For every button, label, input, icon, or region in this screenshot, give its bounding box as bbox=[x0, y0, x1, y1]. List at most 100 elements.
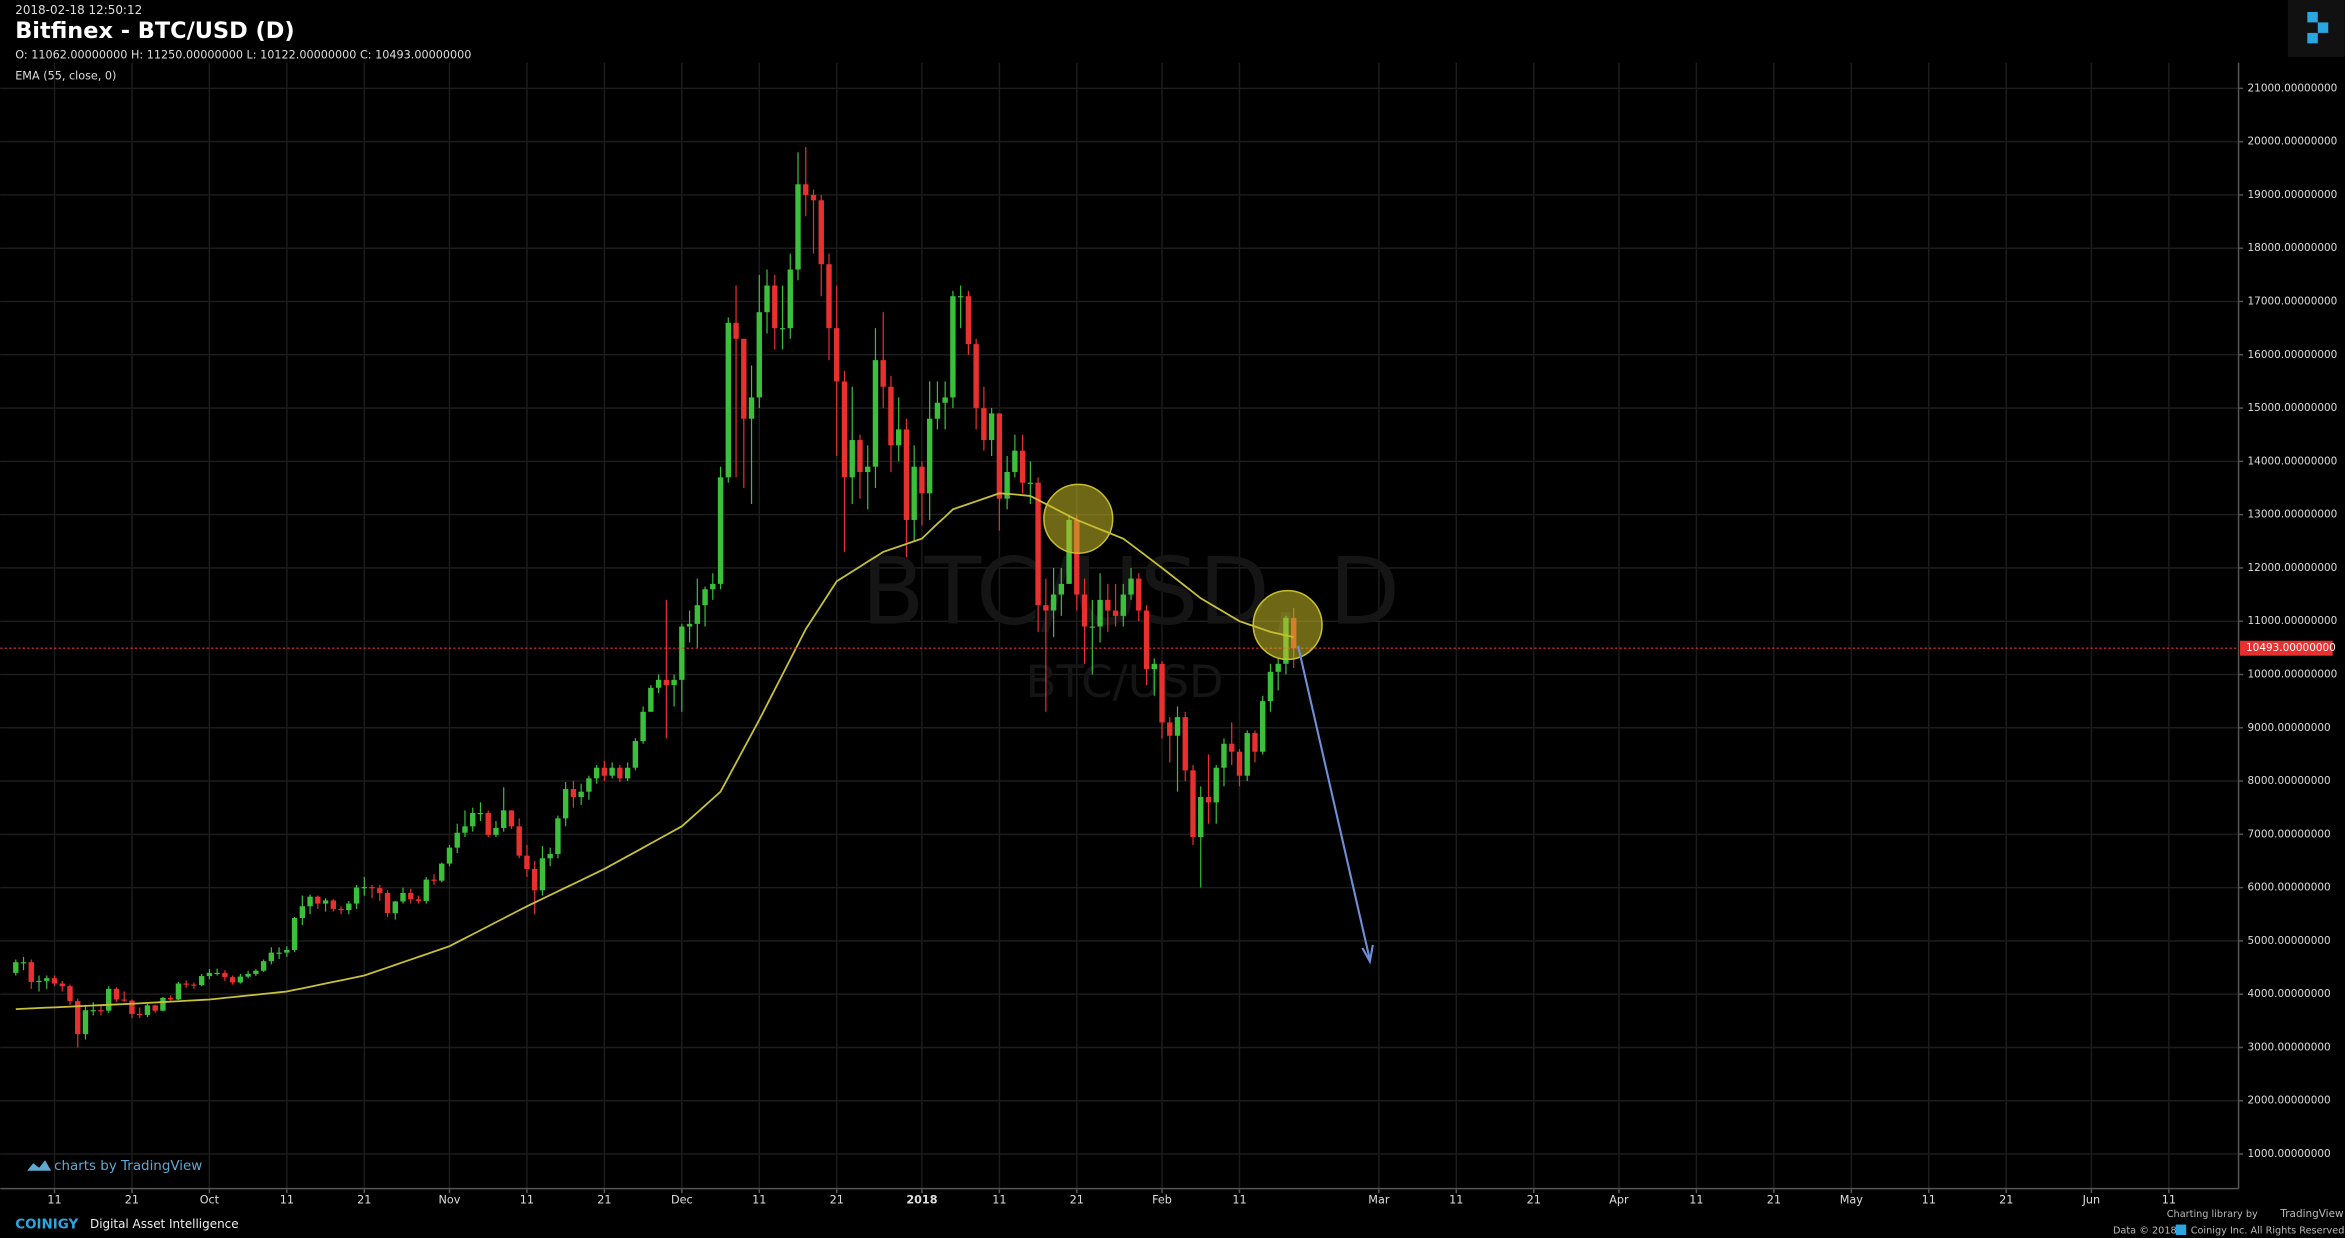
candle-body bbox=[865, 466, 871, 473]
candle-body bbox=[1159, 663, 1165, 723]
y-tick-label: 5000.00000000 bbox=[2248, 935, 2331, 947]
candle-body bbox=[90, 1010, 96, 1012]
candle-body bbox=[245, 973, 251, 977]
candle-body bbox=[578, 791, 584, 798]
x-tick-label: Oct bbox=[200, 1194, 220, 1207]
candle-body bbox=[725, 322, 731, 478]
candle-body bbox=[508, 810, 515, 827]
candle-body bbox=[717, 477, 724, 584]
x-tick-label: 21 bbox=[357, 1194, 371, 1207]
y-tick-label: 15000.00000000 bbox=[2248, 402, 2338, 414]
candle-body bbox=[59, 983, 65, 987]
candle-body bbox=[75, 1001, 81, 1035]
candle-body bbox=[229, 977, 236, 983]
candle-body bbox=[934, 402, 941, 419]
logo-bg bbox=[2287, 0, 2345, 57]
arrow-head bbox=[1361, 944, 1374, 965]
candle-body bbox=[1105, 599, 1111, 611]
candle-body bbox=[1252, 733, 1258, 752]
candle-body bbox=[872, 360, 879, 467]
x-tick-label: 21 bbox=[597, 1194, 611, 1207]
library-name[interactable]: TradingView bbox=[2279, 1208, 2344, 1220]
candle-body bbox=[28, 962, 34, 982]
x-tick-label: 2018 bbox=[906, 1194, 937, 1207]
candle-body bbox=[268, 952, 275, 962]
candle-body bbox=[950, 296, 956, 398]
y-tick-label: 21000.00000000 bbox=[2248, 82, 2338, 94]
ohlc-value: 11062.00000000 bbox=[31, 48, 127, 61]
y-tick-label: 14000.00000000 bbox=[2248, 455, 2338, 467]
y-tick-label: 12000.00000000 bbox=[2248, 562, 2338, 574]
arrow-line bbox=[1297, 645, 1371, 961]
candle-body bbox=[539, 858, 546, 891]
candle-body bbox=[1275, 663, 1281, 672]
candle-body bbox=[624, 767, 631, 779]
candle-body bbox=[470, 813, 476, 827]
candle-body bbox=[562, 789, 569, 819]
candle-body bbox=[400, 892, 406, 902]
candle-body bbox=[485, 813, 491, 835]
candle-body bbox=[1205, 797, 1212, 803]
candle-body bbox=[849, 440, 855, 478]
charts-by[interactable]: charts by TradingView bbox=[54, 1159, 202, 1174]
data-copyright: Data © 2018 bbox=[2113, 1226, 2177, 1237]
candle-body bbox=[1120, 594, 1126, 616]
charting-library: Charting library by bbox=[2167, 1209, 2258, 1220]
candle-body bbox=[1081, 594, 1088, 627]
candle-body bbox=[67, 986, 73, 1002]
candle-body bbox=[1229, 743, 1235, 752]
candle-body bbox=[903, 429, 910, 520]
highlight-circle bbox=[1252, 589, 1323, 661]
candle-body bbox=[1151, 663, 1157, 670]
candle-body bbox=[586, 778, 592, 792]
candle-body bbox=[694, 605, 701, 624]
plot bbox=[0, 146, 2239, 1048]
candle-body bbox=[501, 810, 507, 828]
y-tick-label: 8000.00000000 bbox=[2248, 775, 2331, 787]
candle-body bbox=[1004, 472, 1010, 499]
candle-body bbox=[996, 413, 1003, 499]
logo-block bbox=[2307, 32, 2318, 44]
candle-body bbox=[175, 983, 182, 1000]
candle-body bbox=[369, 887, 375, 889]
candle-body bbox=[191, 984, 197, 986]
candle-body bbox=[1190, 770, 1196, 837]
candle-body bbox=[82, 1010, 89, 1035]
candle-body bbox=[137, 1013, 143, 1016]
candle-body bbox=[795, 184, 801, 270]
candle-body bbox=[36, 980, 42, 983]
candle-body bbox=[741, 338, 747, 419]
candle-body bbox=[260, 961, 267, 971]
candle-body bbox=[570, 789, 577, 798]
candle-body bbox=[826, 264, 832, 329]
candle-body bbox=[733, 322, 739, 339]
coinigy-icon bbox=[2175, 1224, 2187, 1236]
candle-body bbox=[307, 896, 313, 907]
candle-body bbox=[13, 962, 19, 973]
candle-body bbox=[167, 997, 174, 1000]
candle-body bbox=[593, 767, 600, 779]
candle-body bbox=[617, 767, 623, 779]
x-tick-label: 21 bbox=[1767, 1194, 1781, 1207]
candle-body bbox=[1174, 717, 1181, 736]
candle-body bbox=[493, 827, 499, 835]
candle-body bbox=[377, 888, 383, 893]
candle-body bbox=[206, 972, 213, 977]
y-tick-label: 17000.00000000 bbox=[2248, 296, 2338, 308]
candle-body bbox=[686, 623, 693, 627]
x-tick-label: Feb bbox=[1152, 1194, 1172, 1207]
candle-body bbox=[392, 901, 398, 914]
y-tick-label: 2000.00000000 bbox=[2248, 1095, 2331, 1107]
ohlc-key: L: bbox=[247, 48, 257, 61]
brand: COINIGY bbox=[15, 1218, 78, 1233]
candle-body bbox=[253, 970, 259, 974]
candle-body bbox=[1027, 482, 1034, 484]
candle-body bbox=[1050, 594, 1057, 611]
candle-body bbox=[1244, 733, 1250, 776]
candle-body bbox=[648, 687, 654, 712]
candle-body bbox=[880, 360, 886, 387]
candle-body bbox=[1260, 701, 1266, 752]
y-tick-label: 18000.00000000 bbox=[2248, 242, 2338, 254]
y-tick-label: 11000.00000000 bbox=[2248, 615, 2338, 627]
